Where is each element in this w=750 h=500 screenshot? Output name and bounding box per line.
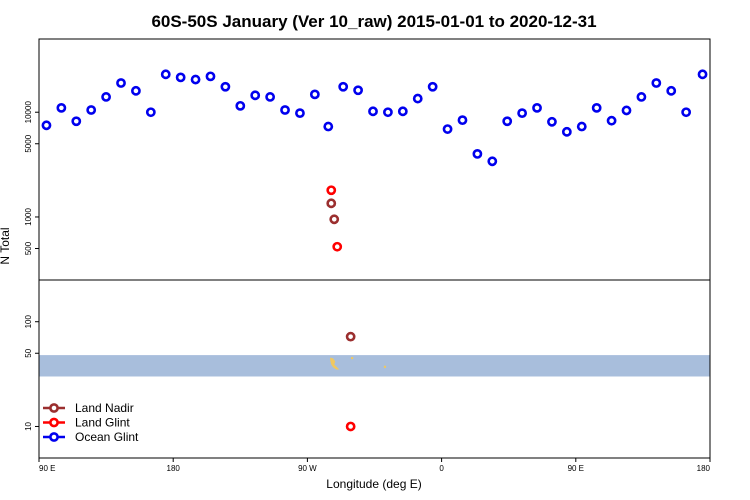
x-tick-label: 180: [697, 464, 711, 473]
legend-marker-land-glint: [49, 417, 59, 428]
point-ocean-glint: [397, 106, 408, 117]
point-ocean-glint: [71, 116, 82, 127]
point-ocean-glint: [190, 74, 201, 85]
y-axis: 10 50 100 500 1000 5000 10000: [24, 101, 39, 431]
legend-label-land-nadir: Land Nadir: [75, 401, 134, 415]
point-ocean-glint: [532, 102, 542, 113]
point-ocean-glint: [353, 85, 363, 96]
x-tick-label: 90 E: [39, 464, 55, 473]
point-ocean-glint: [502, 116, 513, 127]
map-band-layer: [39, 355, 710, 377]
point-ocean-glint: [131, 85, 141, 96]
x-axis: 90 E 180 90 W 0 90 E 180: [38, 458, 711, 473]
point-ocean-glint: [280, 105, 290, 115]
point-ocean-glint: [175, 72, 186, 83]
point-ocean-glint: [383, 107, 393, 118]
point-ocean-glint: [487, 156, 498, 167]
y-tick-label: 5000: [24, 134, 33, 152]
x-tick-label: 0: [439, 464, 444, 473]
point-ocean-glint: [472, 149, 483, 159]
x-tick-label: 90 W: [298, 464, 317, 473]
point-land-nadir: [326, 198, 337, 209]
point-ocean-glint: [101, 92, 111, 102]
point-ocean-glint: [160, 69, 171, 80]
point-ocean-glint: [697, 69, 708, 80]
point-ocean-glint: [591, 102, 602, 113]
x-axis-label: Longitude (deg E): [326, 477, 421, 491]
point-ocean-glint: [427, 81, 438, 92]
point-ocean-glint: [666, 85, 677, 96]
y-tick-label: 500: [24, 241, 33, 255]
legend-marker-land-nadir: [49, 403, 59, 413]
data-points: [41, 69, 708, 432]
point-ocean-glint: [41, 120, 52, 131]
map-land-falklands: [350, 356, 354, 360]
point-land-nadir: [345, 331, 356, 342]
point-ocean-glint: [323, 121, 334, 132]
point-land-glint: [345, 421, 356, 432]
point-ocean-glint: [116, 78, 126, 88]
y-tick-label: 50: [24, 348, 33, 357]
point-ocean-glint: [145, 107, 156, 118]
point-ocean-glint: [517, 108, 528, 119]
plot-frame: [38, 38, 711, 459]
point-ocean-glint: [636, 92, 647, 102]
x-tick-label: 180: [167, 464, 181, 473]
point-ocean-glint: [651, 78, 662, 88]
map-ocean-band: [39, 355, 710, 377]
y-tick-label: 10: [24, 421, 33, 430]
point-ocean-glint: [576, 121, 587, 132]
x-tick-label: 90 E: [568, 464, 584, 473]
point-ocean-glint: [457, 115, 468, 126]
point-land-glint: [326, 185, 337, 196]
point-ocean-glint: [86, 105, 97, 115]
legend-label-ocean-glint: Ocean Glint: [75, 430, 139, 444]
point-ocean-glint: [309, 89, 320, 100]
point-ocean-glint: [368, 106, 378, 117]
legend-label-land-glint: Land Glint: [75, 416, 130, 430]
y-axis-label: N Total: [0, 227, 12, 264]
point-ocean-glint: [621, 105, 632, 116]
y-tick-label: 1000: [24, 208, 33, 226]
point-ocean-glint: [205, 71, 216, 82]
point-ocean-glint: [265, 92, 276, 102]
y-tick-label: 100: [24, 314, 33, 328]
point-ocean-glint: [442, 124, 453, 134]
point-ocean-glint: [295, 108, 305, 119]
map-land-south-america: [330, 357, 340, 370]
point-ocean-glint: [561, 126, 572, 137]
point-ocean-glint: [250, 90, 261, 101]
point-ocean-glint: [338, 81, 349, 92]
point-ocean-glint: [235, 100, 246, 111]
chart-title: 60S-50S January (Ver 10_raw) 2015-01-01 …: [151, 12, 596, 31]
point-ocean-glint: [56, 102, 67, 113]
legend-marker-ocean-glint: [49, 432, 59, 442]
point-ocean-glint: [412, 93, 423, 104]
point-ocean-glint: [547, 116, 557, 127]
map-land-south-georgia: [383, 365, 387, 369]
point-ocean-glint: [681, 107, 692, 118]
point-land-glint: [332, 241, 343, 252]
y-tick-label: 10000: [24, 101, 33, 124]
point-ocean-glint: [220, 81, 231, 92]
point-land-nadir: [329, 214, 340, 225]
point-ocean-glint: [606, 115, 617, 126]
